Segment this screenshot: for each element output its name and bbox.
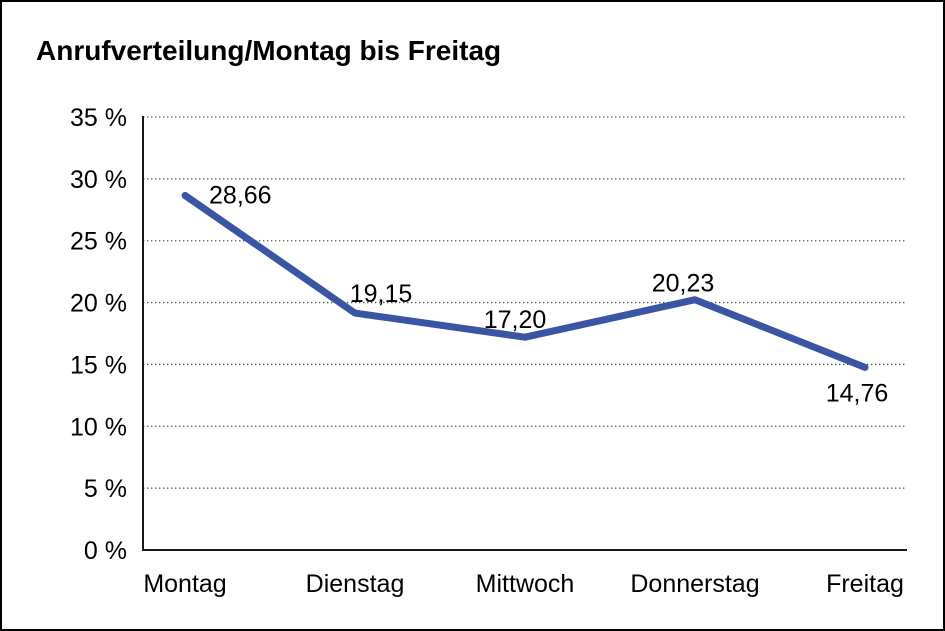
y-tick-label: 0 % (84, 537, 127, 565)
y-tick-label: 15 % (70, 351, 127, 379)
chart-title: Anrufverteilung/Montag bis Freitag (36, 35, 502, 66)
x-category-label: Freitag (826, 570, 904, 598)
x-category-label: Montag (143, 570, 226, 598)
y-tick-label: 25 % (70, 228, 127, 256)
x-category-label: Donnerstag (630, 570, 759, 598)
data-label: 17,20 (484, 306, 547, 334)
y-tick-label: 5 % (84, 475, 127, 503)
data-label: 20,23 (652, 270, 715, 298)
y-tick-label: 10 % (70, 413, 127, 441)
x-category-label: Dienstag (306, 570, 405, 598)
axis-lines (142, 116, 907, 551)
data-label: 28,66 (209, 181, 272, 209)
x-category-label: Mittwoch (476, 570, 575, 598)
y-tick-label: 20 % (70, 290, 127, 318)
data-label: 19,15 (350, 280, 413, 308)
y-tick-label: 35 % (70, 104, 127, 132)
series-line (181, 191, 869, 371)
y-tick-label: 30 % (70, 166, 127, 194)
data-label: 14,76 (826, 379, 889, 407)
